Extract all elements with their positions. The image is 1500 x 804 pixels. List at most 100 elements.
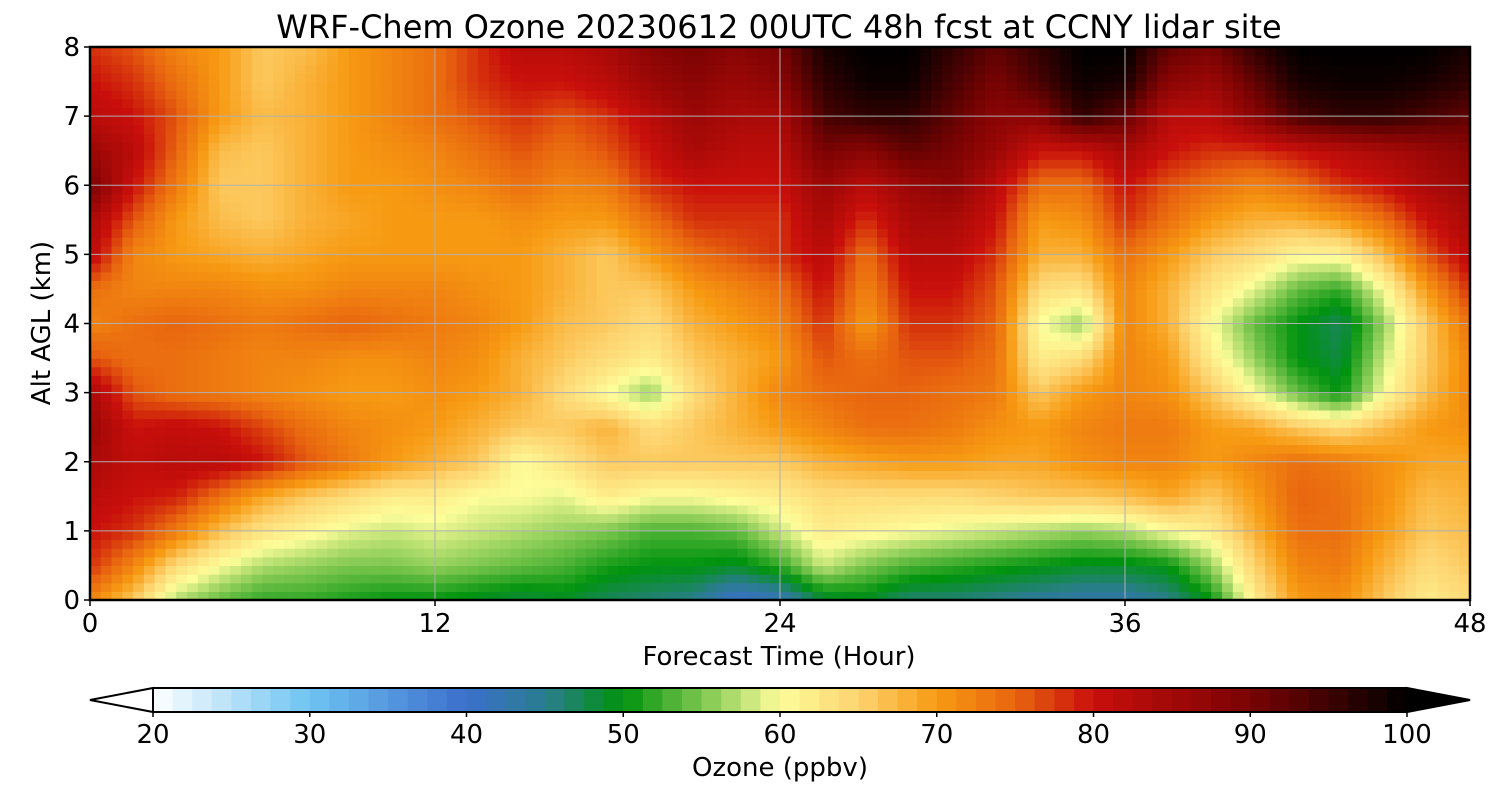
heatmap-cell — [294, 297, 307, 307]
heatmap-cell — [488, 271, 501, 281]
heatmap-cell — [1232, 288, 1245, 299]
heatmap-cell — [715, 288, 727, 299]
heatmap-cell — [122, 263, 134, 273]
heatmap-cell — [294, 271, 307, 281]
heatmap-cell — [1297, 323, 1309, 333]
heatmap-cell — [1416, 530, 1428, 541]
heatmap-cell — [1232, 392, 1245, 402]
heatmap-cell — [790, 288, 803, 299]
heatmap-cell — [715, 340, 727, 351]
heatmap-cell — [704, 366, 716, 376]
heatmap-cell — [769, 383, 781, 394]
heatmap-cell — [898, 556, 910, 567]
heatmap-cell — [812, 591, 824, 600]
heatmap-cell — [995, 435, 1008, 446]
heatmap-cell — [780, 453, 792, 463]
heatmap-cell — [941, 591, 954, 600]
heatmap-cell — [1178, 306, 1191, 316]
heatmap-cell — [1275, 280, 1288, 290]
heatmap-cell — [532, 574, 544, 584]
heatmap-cell — [1459, 340, 1470, 351]
heatmap-cell — [219, 297, 231, 307]
heatmap-cell — [704, 496, 716, 506]
heatmap-cell — [402, 582, 415, 592]
heatmap-cell — [111, 453, 123, 463]
heatmap-cell — [1372, 496, 1385, 506]
heatmap-cell — [758, 271, 770, 281]
heatmap-cell — [240, 409, 253, 420]
heatmap-cell — [391, 530, 404, 541]
heatmap-cell — [456, 306, 468, 316]
heatmap-cell — [445, 323, 458, 333]
heatmap-cell — [1383, 453, 1396, 463]
heatmap-cell — [1297, 530, 1309, 541]
heatmap-cell — [1168, 479, 1180, 489]
heatmap-cell — [1081, 401, 1094, 411]
heatmap-cell — [1017, 487, 1029, 497]
heatmap-cell — [1275, 263, 1288, 273]
heatmap-cell — [607, 435, 619, 446]
heatmap-cell — [402, 565, 415, 575]
heatmap-cell — [230, 461, 242, 471]
heatmap-cell — [704, 263, 716, 273]
heatmap-cell — [219, 288, 231, 299]
heatmap-cell — [467, 461, 479, 471]
heatmap-cell — [478, 487, 490, 497]
heatmap-cell — [1448, 392, 1460, 402]
heatmap-cell — [111, 366, 123, 376]
heatmap-cell — [1157, 565, 1169, 575]
heatmap-cell — [801, 548, 813, 558]
heatmap-cell — [1448, 427, 1460, 437]
heatmap-cell — [1146, 375, 1158, 385]
heatmap-cell — [1426, 288, 1439, 299]
heatmap-cell — [920, 263, 932, 273]
heatmap-cell — [154, 582, 167, 592]
heatmap-cell — [208, 297, 220, 307]
heatmap-cell — [1329, 513, 1342, 523]
heatmap-cell — [930, 366, 943, 376]
heatmap-cell — [693, 453, 706, 463]
heatmap-cell — [607, 591, 619, 600]
heatmap-cell — [801, 314, 813, 325]
heatmap-cell — [413, 522, 425, 532]
heatmap-cell — [1071, 375, 1083, 385]
heatmap-cell — [866, 530, 878, 541]
heatmap-cell — [1426, 323, 1439, 333]
heatmap-cell — [1114, 323, 1126, 333]
heatmap-cell — [445, 479, 458, 489]
heatmap-cell — [1189, 306, 1202, 316]
heatmap-cell — [769, 427, 781, 437]
heatmap-cell — [478, 453, 490, 463]
heatmap-cell — [1308, 392, 1320, 402]
heatmap-cell — [521, 556, 533, 567]
heatmap-cell — [1372, 306, 1385, 316]
heatmap-cell — [726, 435, 738, 446]
heatmap-cell — [424, 496, 436, 506]
heatmap-cell — [801, 392, 813, 402]
heatmap-cell — [542, 263, 555, 273]
heatmap-cell — [887, 513, 900, 523]
heatmap-cell — [898, 582, 910, 592]
heatmap-cell — [930, 591, 943, 600]
heatmap-cell — [1114, 401, 1126, 411]
heatmap-cell — [1232, 582, 1245, 592]
heatmap-cell — [1232, 383, 1245, 394]
heatmap-cell — [1081, 314, 1094, 325]
heatmap-cell — [898, 409, 910, 420]
heatmap-cell — [1319, 392, 1331, 402]
heatmap-cell — [510, 418, 522, 428]
heatmap-cell — [1437, 435, 1450, 446]
heatmap-cell — [844, 349, 857, 359]
heatmap-cell — [618, 401, 630, 411]
heatmap-cell — [833, 548, 846, 558]
heatmap-cell — [251, 409, 264, 420]
heatmap-cell — [456, 479, 468, 489]
heatmap-cell — [1092, 513, 1105, 523]
heatmap-cell — [1114, 530, 1126, 541]
heatmap-cell — [1405, 504, 1417, 515]
heatmap-cell — [1125, 496, 1137, 506]
heatmap-cell — [1372, 323, 1385, 333]
heatmap-cell — [909, 288, 921, 299]
heatmap-cell — [1437, 487, 1450, 497]
heatmap-cell — [1103, 297, 1115, 307]
